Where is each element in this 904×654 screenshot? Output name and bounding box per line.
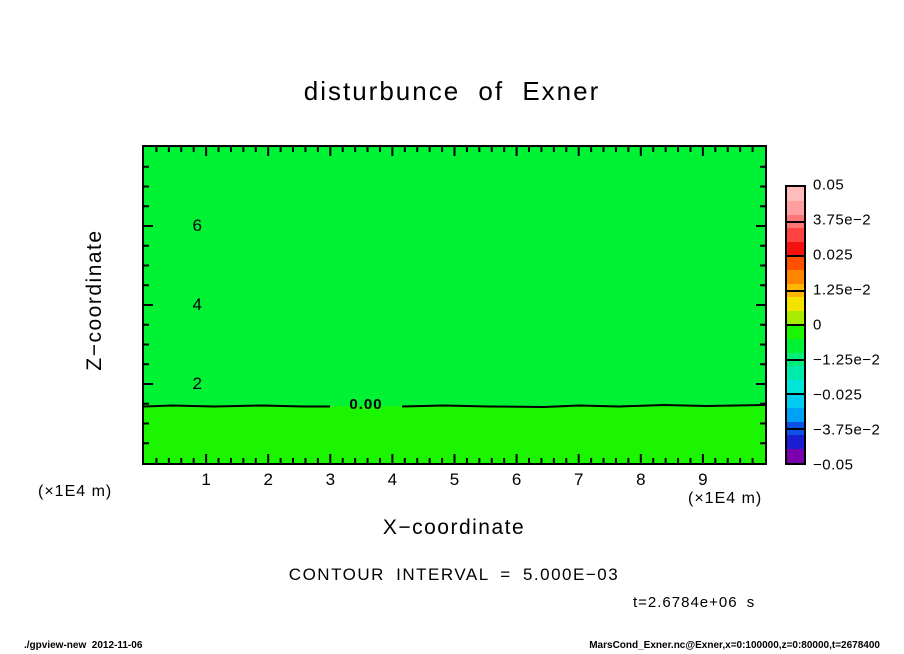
colorbar-band — [787, 187, 804, 201]
colorbar-tick-label: 0 — [813, 316, 822, 334]
x-tick-label: 8 — [636, 470, 646, 489]
colorbar-band — [787, 324, 804, 339]
colorbar-band — [787, 449, 804, 463]
x-tick-label: 7 — [573, 470, 584, 489]
colorbar-tick-label: −0.05 — [813, 456, 854, 474]
footer-left: ./gpview-new 2012-11-06 — [24, 640, 143, 651]
y-tick-label: 4 — [192, 295, 202, 314]
y-tick-label: 6 — [192, 216, 202, 235]
colorbar-band — [787, 242, 804, 256]
colorbar-band — [787, 366, 804, 381]
colorbar-tick-label: −3.75e−2 — [813, 421, 881, 439]
colorbar-band — [787, 200, 804, 215]
x-tick-label: 4 — [387, 470, 398, 489]
axis-ticks-and-contour — [144, 147, 765, 463]
colorbar-separator — [787, 220, 804, 223]
colorbar — [785, 185, 806, 465]
colorbar-band — [787, 393, 804, 408]
colorbar-separator — [787, 358, 804, 361]
colorbar-band — [787, 338, 804, 353]
colorbar-tick-label: −1.25e−2 — [813, 351, 881, 369]
colorbar-tick-label: −0.025 — [813, 386, 863, 404]
colorbar-separator — [787, 255, 804, 257]
contour-interval-note: CONTOUR INTERVAL = 5.000E−03 — [288, 565, 620, 584]
x-tick-label: 5 — [449, 470, 460, 489]
x-axis-title: X−coordinate — [382, 516, 526, 539]
colorbar-tick-label: 3.75e−2 — [813, 211, 872, 229]
colorbar-band — [787, 311, 804, 325]
time-annotation: t=2.6784e+06 s — [633, 594, 756, 611]
footer-right: MarsCond_Exner.nc@Exner,x=0:100000,z=0:8… — [589, 640, 880, 651]
colorbar-band — [787, 380, 804, 394]
colorbar-separator — [787, 289, 804, 292]
colorbar-band — [787, 435, 804, 450]
x-axis-unit-label: (×1E4 m) — [688, 490, 763, 507]
x-tick-label: 2 — [263, 470, 273, 489]
y-tick-label: 2 — [192, 374, 202, 393]
x-tick-label: 9 — [698, 470, 708, 489]
plot-area: 0.00 — [142, 145, 767, 465]
contour-label: 0.00 — [349, 396, 383, 413]
y-axis-unit-label: (×1E4 m) — [38, 483, 113, 500]
colorbar-separator — [787, 427, 804, 430]
colorbar-band — [787, 269, 804, 284]
plot-title: disturbunce of Exner — [303, 76, 601, 106]
x-tick-label: 1 — [201, 470, 211, 489]
colorbar-band — [787, 228, 804, 243]
colorbar-band — [787, 255, 804, 270]
x-tick-label: 6 — [511, 470, 522, 489]
y-axis-title: Z−coordinate — [83, 229, 106, 371]
colorbar-tick-label: 0.05 — [813, 176, 845, 194]
colorbar-tick-label: 0.025 — [813, 246, 854, 264]
colorbar-band — [787, 297, 804, 312]
colorbar-band — [787, 407, 804, 422]
colorbar-separator — [787, 324, 804, 326]
colorbar-separator — [787, 393, 804, 395]
colorbar-tick-label: 1.25e−2 — [813, 281, 872, 299]
x-tick-label: 3 — [325, 470, 336, 489]
lower-value-region — [144, 406, 765, 463]
